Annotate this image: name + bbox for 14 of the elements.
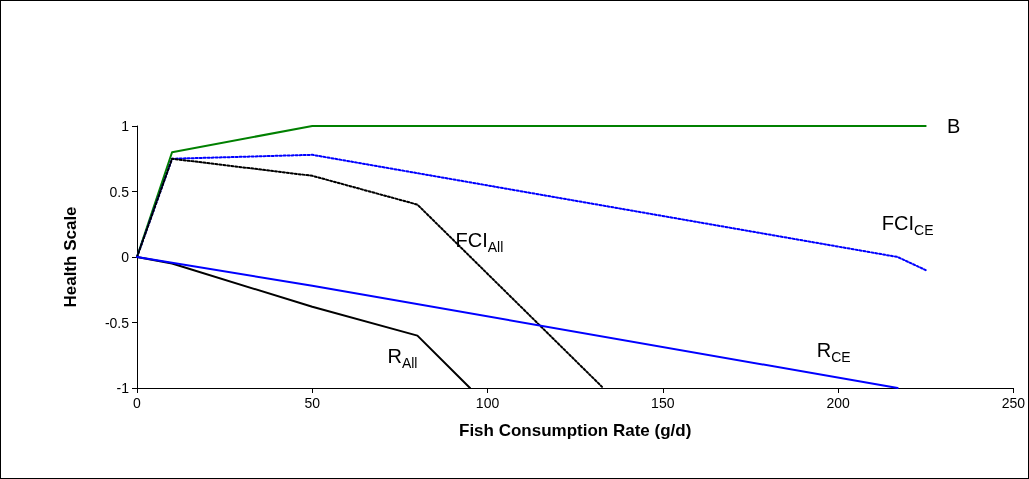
x-tick-label: 200 — [826, 395, 850, 411]
y-tick-label: -1 — [116, 380, 130, 396]
x-tick-label: 0 — [133, 395, 142, 411]
y-tick-label: 0 — [121, 249, 130, 265]
x-tick-label: 150 — [651, 395, 675, 411]
y-tick-label: 1 — [121, 118, 130, 134]
y-tick-label: 0.5 — [109, 183, 130, 200]
x-axis-title: Fish Consumption Rate (g/d) — [459, 421, 692, 440]
x-tick-label: 250 — [1001, 395, 1026, 411]
x-tick-label: 100 — [475, 395, 500, 411]
y-axis-title: Health Scale — [61, 206, 80, 308]
series-label: B — [947, 115, 961, 137]
y-tick-label: -0.5 — [104, 314, 130, 331]
x-tick-label: 50 — [304, 395, 321, 411]
